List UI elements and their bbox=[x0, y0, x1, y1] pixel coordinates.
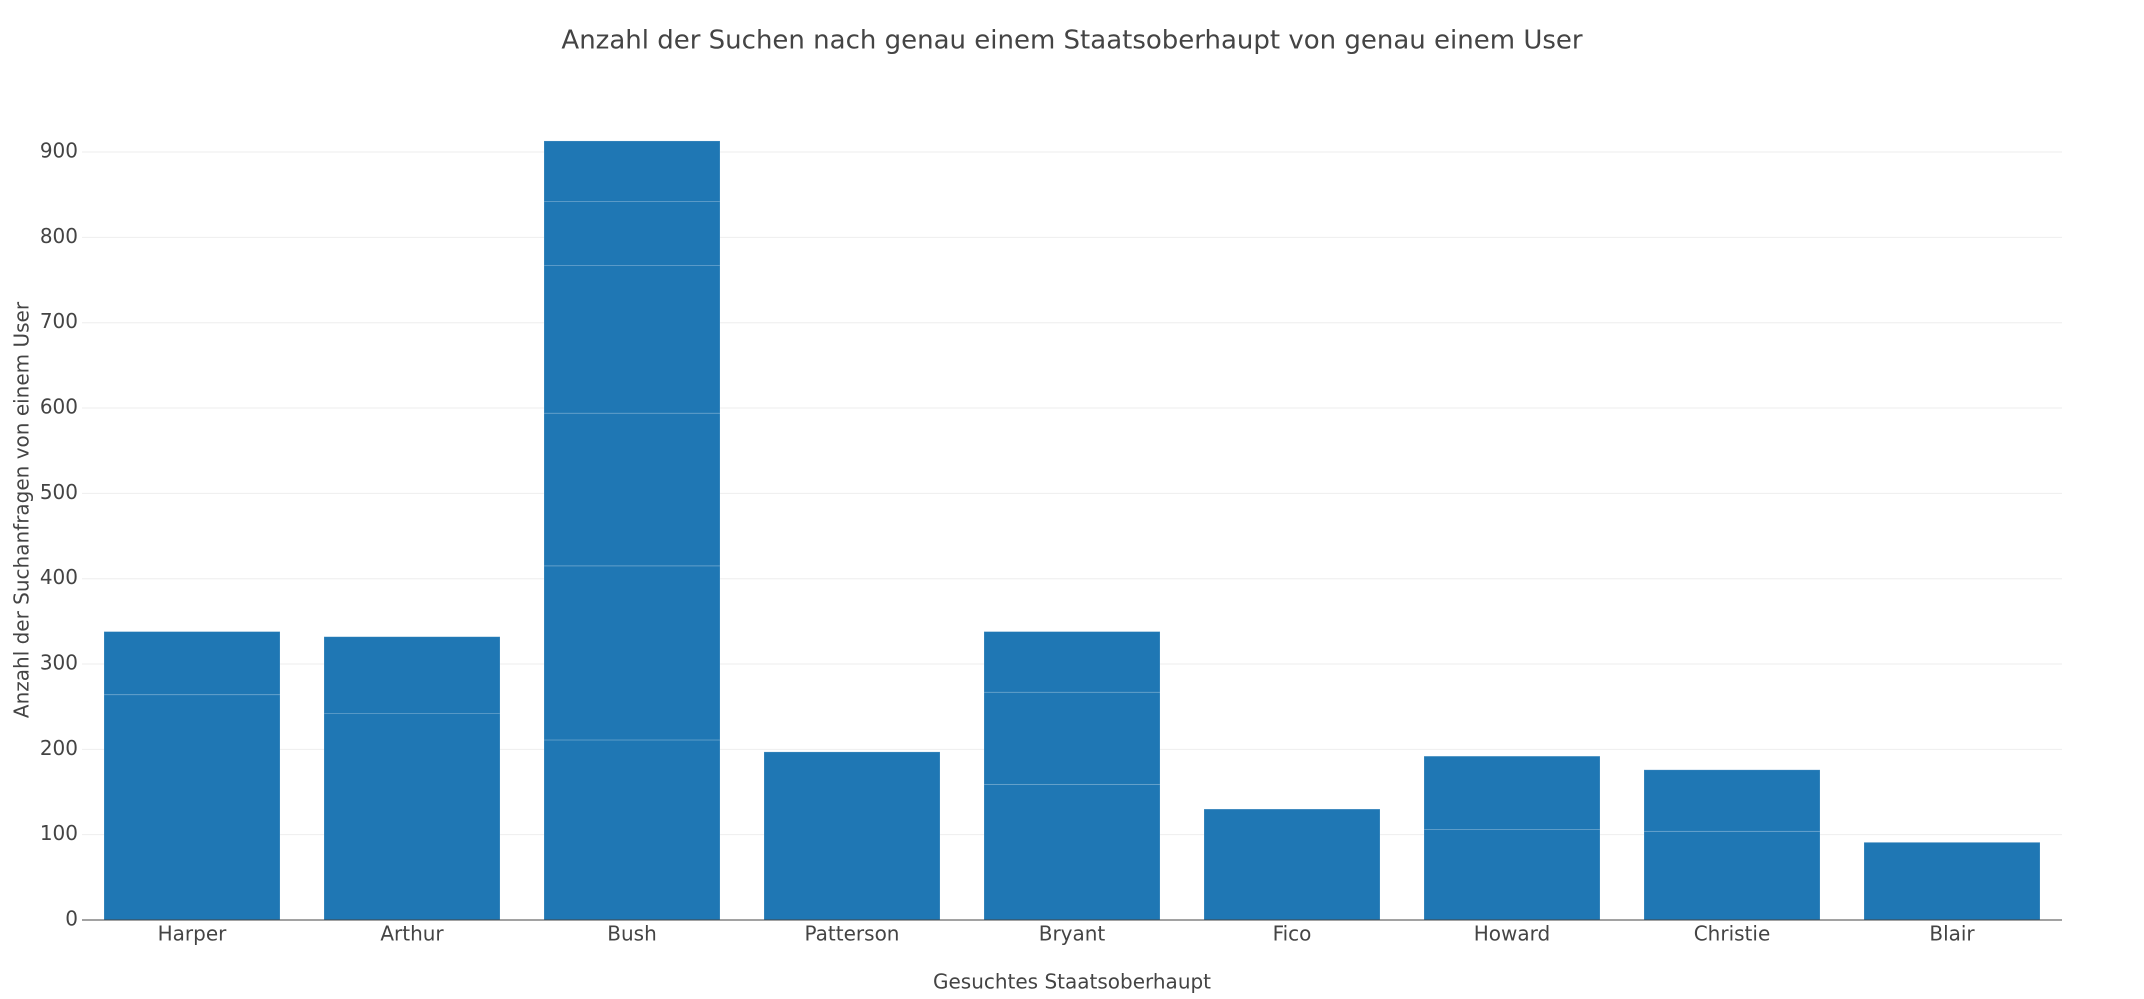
y-tick-label: 900 bbox=[40, 139, 78, 163]
y-tick-label: 400 bbox=[40, 565, 78, 589]
bar-segment bbox=[543, 265, 721, 414]
y-tick-label: 0 bbox=[65, 907, 78, 931]
x-tick-label: Bush bbox=[607, 922, 657, 946]
x-tick-label: Christie bbox=[1694, 922, 1771, 946]
bar-segment bbox=[543, 201, 721, 266]
bar-segment bbox=[103, 631, 281, 696]
y-tick-label: 200 bbox=[40, 736, 78, 760]
bar-segment bbox=[1423, 829, 1601, 921]
bar-segment bbox=[983, 783, 1161, 921]
bar-segment bbox=[323, 636, 501, 714]
x-tick-label: Harper bbox=[158, 922, 228, 946]
x-tick-label: Patterson bbox=[805, 922, 900, 946]
bar-segment bbox=[323, 713, 501, 921]
x-axis-label: Gesuchtes Staatsoberhaupt bbox=[933, 970, 1211, 994]
y-tick-label: 600 bbox=[40, 395, 78, 419]
bar-segment bbox=[1863, 842, 2041, 921]
bar-segment bbox=[543, 565, 721, 741]
bar-segment bbox=[983, 631, 1161, 693]
y-tick-label: 800 bbox=[40, 224, 78, 248]
x-tick-label: Arthur bbox=[380, 922, 444, 946]
y-tick-label: 700 bbox=[40, 309, 78, 333]
x-tick-label: Howard bbox=[1474, 922, 1550, 946]
y-tick-label: 500 bbox=[40, 480, 78, 504]
bar-segment bbox=[1643, 769, 1821, 832]
bar-segment bbox=[543, 739, 721, 921]
y-tick-label: 300 bbox=[40, 651, 78, 675]
bar-segment bbox=[1423, 755, 1601, 830]
chart-title: Anzahl der Suchen nach genau einem Staat… bbox=[561, 26, 1582, 56]
x-tick-label: Bryant bbox=[1039, 922, 1106, 946]
bar-segment bbox=[983, 691, 1161, 785]
y-axis-label: Anzahl der Suchanfragen von einem User bbox=[10, 301, 34, 718]
bar-segment bbox=[543, 140, 721, 202]
x-tick-label: Fico bbox=[1273, 922, 1312, 946]
bar-segment bbox=[1643, 830, 1821, 921]
y-tick-label: 100 bbox=[40, 821, 78, 845]
bar-segment bbox=[543, 412, 721, 567]
bar-segment bbox=[103, 694, 281, 921]
bar-segment bbox=[1203, 808, 1381, 921]
bar-segment bbox=[763, 751, 941, 921]
x-tick-label: Blair bbox=[1929, 922, 1975, 946]
